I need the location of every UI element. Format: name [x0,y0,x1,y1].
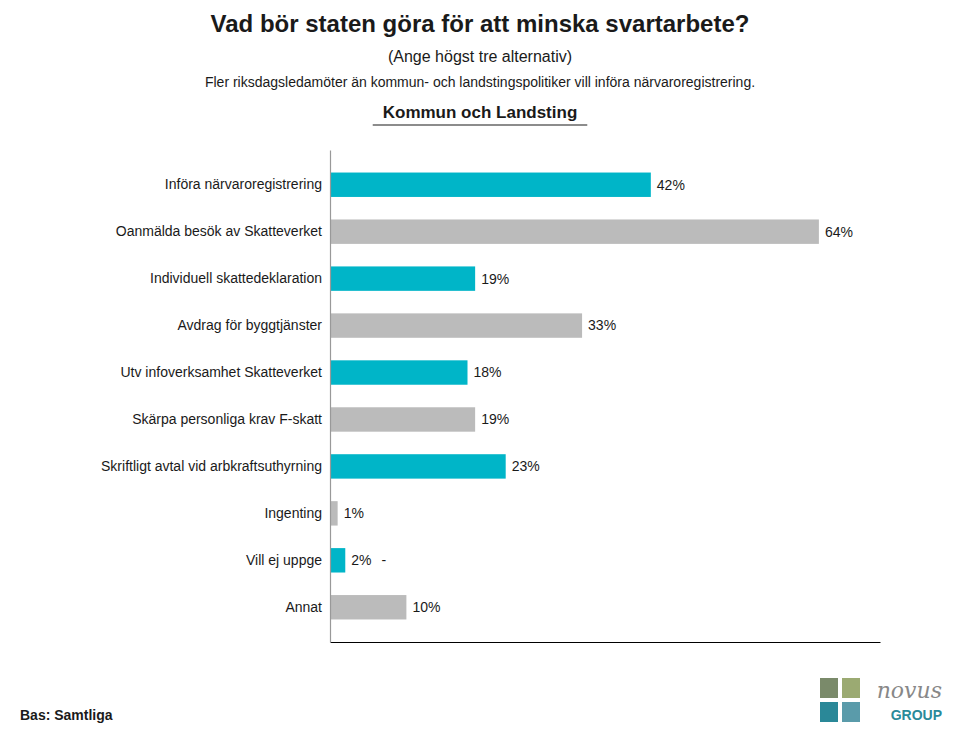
data-label: 18% [474,364,502,380]
y-axis: Införa närvaroregistrering Oanmälda besök… [101,151,330,643]
title: Vad bör staten göra för att minska svart… [211,10,750,37]
data-label: 19% [481,411,509,427]
tick: Ingenting [264,505,322,521]
tick-label: Annat [285,599,322,615]
data-label: 19% [481,271,509,287]
data-label: 1% [344,505,364,521]
bar [330,548,345,572]
tick: Annat [285,599,322,615]
data-label: 64% [825,224,853,240]
tick-label: Ingenting [264,505,322,521]
tick: Skriftligt avtal vid arbkraftsuthyrning [101,458,322,474]
data-label: 33% [588,317,616,333]
annotation: - [382,552,387,568]
bar [330,407,475,431]
tick-label: Avdrag för byggtjänster [178,317,323,333]
data-labels: 42% 64% 19% 33% 18% 19% 23% 1% 2% 10% - [344,177,853,616]
bar [330,173,651,197]
bars [330,173,819,620]
data-label: 2% [351,552,371,568]
tick-label: Oanmälda besök av Skatteverket [116,223,322,239]
plot: Införa närvaroregistrering Oanmälda besök… [101,151,880,643]
tick-label: Individuell skattedeklaration [150,270,322,286]
logo: novus GROUP [820,678,942,723]
bar [330,454,506,478]
base-note: Bas: Samtliga [20,707,113,723]
tick: Vill ej uppge [246,552,322,568]
tick: Skärpa personliga krav F-skatt [132,411,322,427]
chart: Vad bör staten göra för att minska svart… [0,0,960,742]
subtitle-note: Fler riksdagsledamöter än kommun- och la… [205,74,755,90]
data-label: 23% [512,458,540,474]
tick-label: Införa närvaroregistrering [165,176,322,192]
tick: Oanmälda besök av Skatteverket [116,223,322,239]
tick: Individuell skattedeklaration [150,270,322,286]
bar [330,219,819,243]
x-axis [331,642,881,643]
subtitle: (Ange högst tre alternativ) [388,48,572,65]
tick-label: Skärpa personliga krav F-skatt [132,411,322,427]
tick-label: Utv infoverksamhet Skatteverket [120,364,322,380]
y-axis-line [330,151,331,643]
data-label: 42% [657,177,685,193]
bar [330,501,338,525]
tick-label: Skriftligt avtal vid arbkraftsuthyrning [101,458,322,474]
logo-text: GROUP [891,707,942,723]
bar [330,266,475,290]
data-label: 10% [412,599,440,615]
logo-text: novus [877,678,942,703]
bar [330,313,582,337]
section-title: Kommun och Landsting [383,103,578,122]
tick: Avdrag för byggtjänster [178,317,323,333]
tick-label: Vill ej uppge [246,552,322,568]
logo-square [842,702,860,722]
logo-square [820,702,838,722]
bar [330,595,406,619]
section-underline [373,124,588,125]
x-axis-line [331,642,881,643]
logo-square [842,678,860,698]
tick: Utv infoverksamhet Skatteverket [120,364,322,380]
logo-square [820,678,838,698]
tick: Införa närvaroregistrering [165,176,322,192]
bar [330,360,468,384]
